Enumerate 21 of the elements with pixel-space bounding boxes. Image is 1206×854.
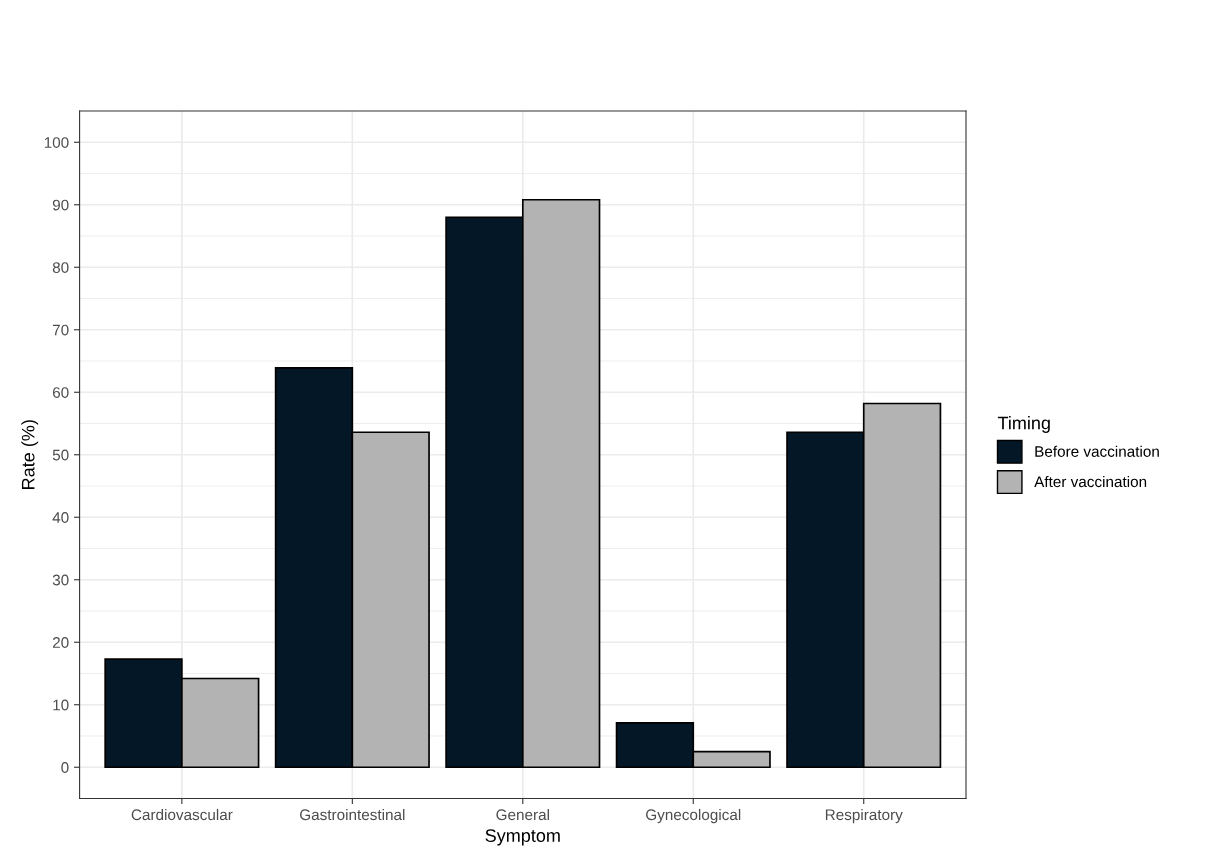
y-tick-label: 80 — [52, 262, 69, 273]
y-tick-label: 0 — [61, 762, 69, 773]
legend-label: Before vaccination — [1035, 445, 1159, 457]
y-axis-title: Rate (%) — [21, 420, 39, 489]
y-tick-label: 60 — [52, 387, 69, 398]
y-tick-label: 20 — [52, 637, 69, 648]
x-axis-title: Symptom — [485, 829, 560, 846]
y-tick-label: 100 — [44, 137, 69, 148]
x-tick-label: Cardiovascular — [131, 808, 233, 821]
legend-label: After vaccination — [1034, 475, 1147, 488]
x-tick-label: Gynecological — [646, 808, 741, 824]
y-tick-label: 40 — [52, 512, 69, 523]
y-tick-label: 50 — [52, 449, 69, 461]
y-tick-label: 10 — [53, 699, 69, 711]
y-tick-label: 30 — [52, 574, 69, 586]
x-tick-label: Respiratory — [825, 808, 903, 824]
x-tick-label: Gastrointestinal — [300, 808, 405, 821]
y-tick-label: 70 — [52, 324, 69, 336]
legend-title: Timing — [997, 416, 1050, 433]
y-tick-label: 90 — [52, 199, 69, 211]
x-tick-label: General — [496, 808, 549, 821]
